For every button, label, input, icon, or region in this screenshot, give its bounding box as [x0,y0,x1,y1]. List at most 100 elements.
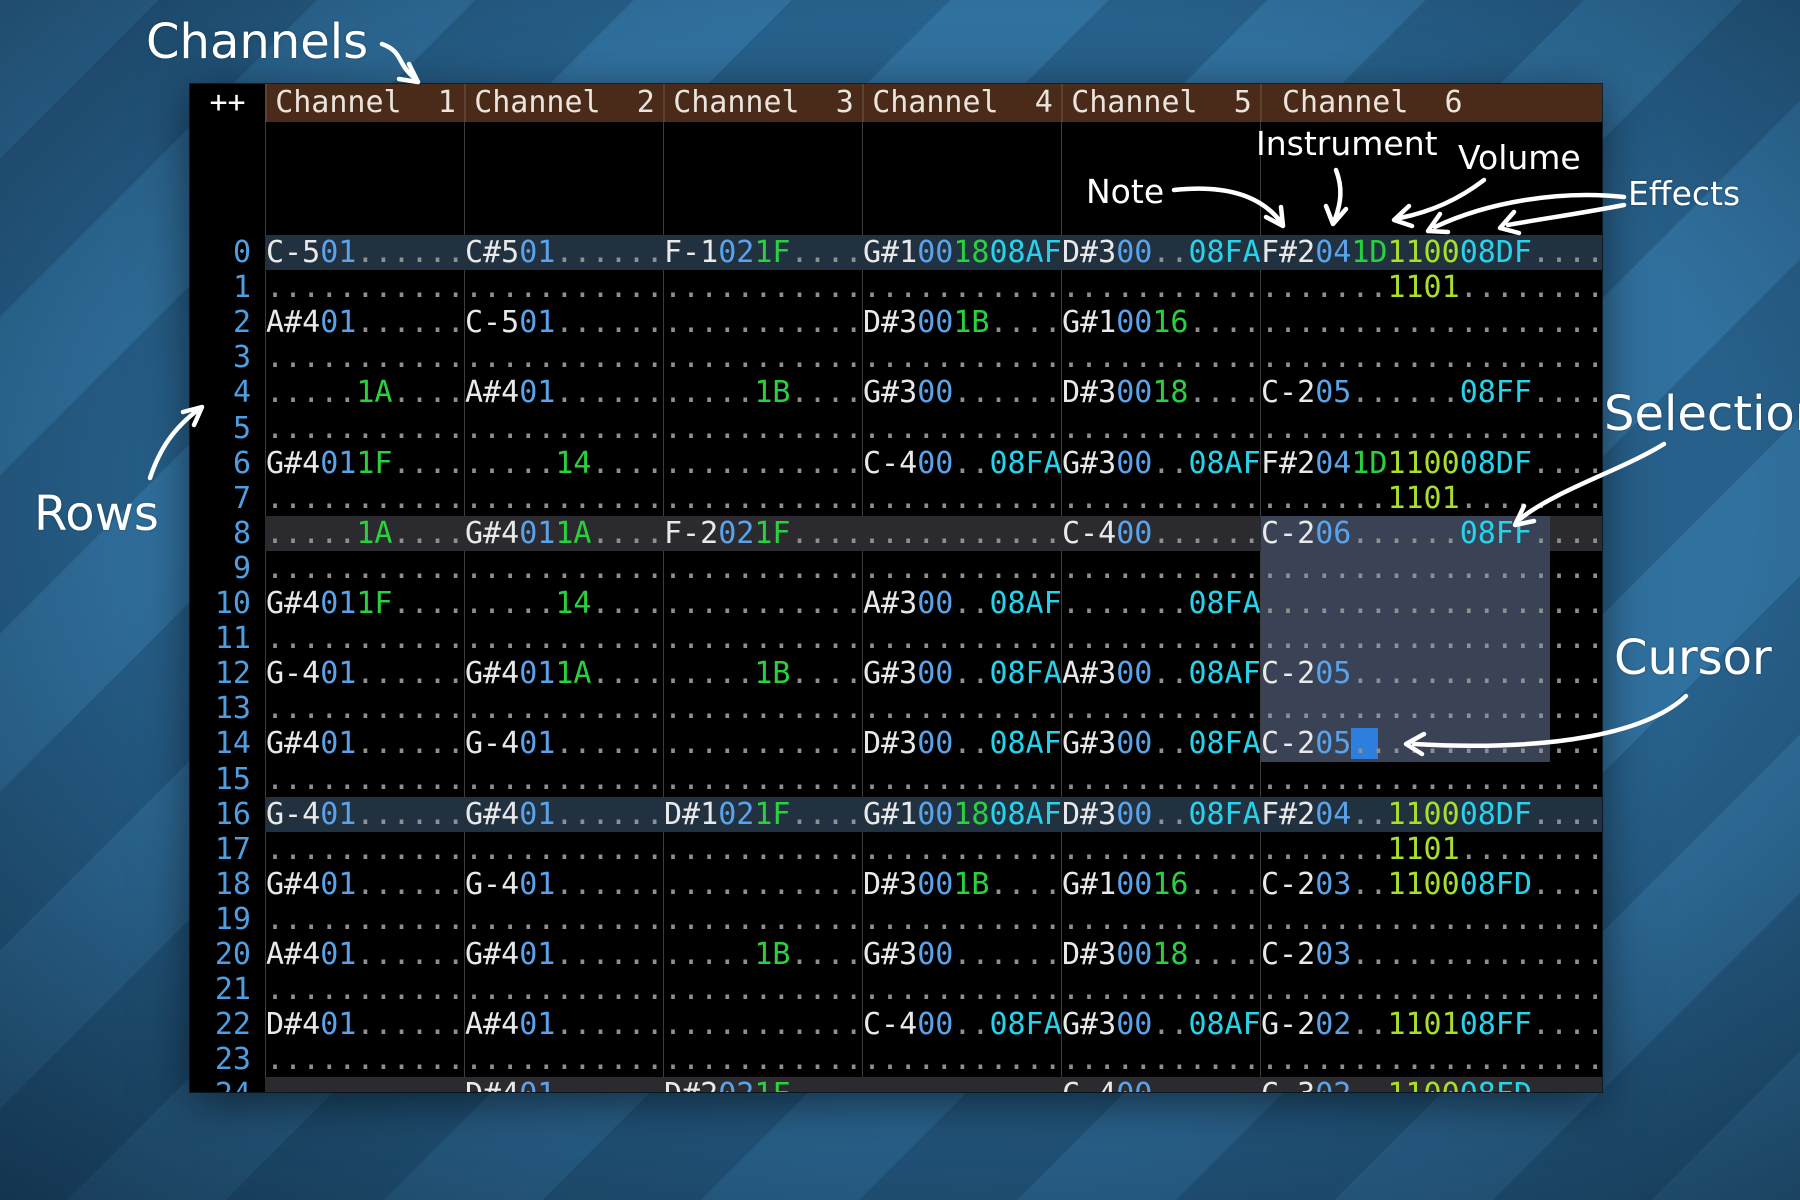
pattern-cell-ch4-row4[interactable]: G#300...... [862,375,1061,410]
pattern-cell-ch3-row16[interactable]: D#1021F.... [663,797,862,832]
pattern-cell-ch3-row15[interactable]: ........... [663,762,862,797]
pattern-cell-ch2-row0[interactable]: C#501...... [464,235,663,270]
pattern-cell-ch6-row0[interactable]: F#2041D110008DF.... [1260,235,1602,270]
pattern-cell-ch1-row23[interactable]: ........... [265,1042,464,1077]
pattern-cell-ch3-row0[interactable]: F-1021F.... [663,235,862,270]
pattern-cell-ch4-row18[interactable]: D#3001B.... [862,867,1061,902]
pattern-cell-ch5-row21[interactable]: ........... [1061,972,1260,1007]
pattern-cell-ch5-row7[interactable]: ........... [1061,481,1260,516]
pattern-cell-ch6-row7[interactable]: .......1101........ [1260,481,1602,516]
pattern-cell-ch3-row21[interactable]: ........... [663,972,862,1007]
pattern-cell-ch6-row19[interactable]: ................... [1260,902,1602,937]
pattern-cell-ch4-row22[interactable]: C-400..08FA [862,1007,1061,1042]
pattern-cell-ch2-row3[interactable]: ........... [464,340,663,375]
pattern-cell-ch2-row21[interactable]: ........... [464,972,663,1007]
channel-header-4[interactable]: Channel 4 [862,84,1061,122]
pattern-cell-ch1-row7[interactable]: ........... [265,481,464,516]
pattern-cell-ch1-row18[interactable]: G#401...... [265,867,464,902]
pattern-cell-ch3-row2[interactable]: ........... [663,305,862,340]
pattern-cell-ch1-row22[interactable]: D#401...... [265,1007,464,1042]
pattern-cell-ch2-row2[interactable]: C-501...... [464,305,663,340]
pattern-cell-ch4-row19[interactable]: ........... [862,902,1061,937]
pattern-cell-ch5-row19[interactable]: ........... [1061,902,1260,937]
pattern-cell-ch4-row8[interactable]: ........... [862,516,1061,551]
pattern-cell-ch6-row9[interactable]: ................... [1260,551,1602,586]
pattern-cell-ch4-row10[interactable]: A#300..08AF [862,586,1061,621]
pattern-cell-ch4-row1[interactable]: ........... [862,270,1061,305]
pattern-cell-ch3-row10[interactable]: ........... [663,586,862,621]
pattern-cell-ch3-row17[interactable]: ........... [663,832,862,867]
pattern-cell-ch6-row5[interactable]: ................... [1260,411,1602,446]
pattern-cell-ch6-row2[interactable]: ................... [1260,305,1602,340]
pattern-cell-ch3-row3[interactable]: ........... [663,340,862,375]
pattern-cell-ch1-row11[interactable]: ........... [265,621,464,656]
pattern-cell-ch2-row15[interactable]: ........... [464,762,663,797]
pattern-cell-ch4-row13[interactable]: ........... [862,691,1061,726]
pattern-cell-ch6-row21[interactable]: ................... [1260,972,1602,1007]
pattern-cell-ch4-row5[interactable]: ........... [862,411,1061,446]
channel-header-2[interactable]: Channel 2 [464,84,663,122]
pattern-cell-ch2-row18[interactable]: G-401...... [464,867,663,902]
pattern-cell-ch1-row6[interactable]: G#4011F.... [265,446,464,481]
pattern-cell-ch4-row16[interactable]: G#1001808AF [862,797,1061,832]
pattern-cell-ch1-row9[interactable]: ........... [265,551,464,586]
pattern-cell-ch6-row12[interactable]: C-205.............. [1260,656,1602,691]
pattern-cell-ch3-row5[interactable]: ........... [663,411,862,446]
pattern-cell-ch1-row21[interactable]: ........... [265,972,464,1007]
pattern-cell-ch1-row24[interactable]: ........... [265,1077,464,1092]
pattern-cell-ch2-row16[interactable]: G#401...... [464,797,663,832]
pattern-grid[interactable]: 0 C-501...... C#501...... F-1021F.... G#1001… [190,122,1602,1092]
channel-header-6[interactable]: Channel 6 [1260,84,1602,122]
pattern-cell-ch6-row18[interactable]: C-203..110008FD.... [1260,867,1602,902]
pattern-cell-ch6-row10[interactable]: ................... [1260,586,1602,621]
pattern-cell-ch5-row4[interactable]: D#30018.... [1061,375,1260,410]
pattern-cell-ch1-row1[interactable]: ........... [265,270,464,305]
pattern-cell-ch4-row14[interactable]: D#300..08AF [862,726,1061,761]
pattern-cell-ch3-row22[interactable]: ........... [663,1007,862,1042]
pattern-cell-ch3-row14[interactable]: ........... [663,726,862,761]
pattern-cell-ch3-row18[interactable]: ........... [663,867,862,902]
pattern-cell-ch2-row10[interactable]: .....14.... [464,586,663,621]
pattern-cell-ch6-row1[interactable]: .......1101........ [1260,270,1602,305]
pattern-cell-ch3-row11[interactable]: ........... [663,621,862,656]
pattern-cell-ch5-row8[interactable]: C-400...... [1061,516,1260,551]
pattern-cell-ch3-row12[interactable]: .....1B.... [663,656,862,691]
pattern-cell-ch2-row19[interactable]: ........... [464,902,663,937]
pattern-cell-ch1-row3[interactable]: ........... [265,340,464,375]
pattern-cell-ch2-row4[interactable]: A#401...... [464,375,663,410]
pattern-cell-ch3-row19[interactable]: ........... [663,902,862,937]
pattern-cell-ch2-row5[interactable]: ........... [464,411,663,446]
pattern-cell-ch2-row17[interactable]: ........... [464,832,663,867]
pattern-cell-ch3-row23[interactable]: ........... [663,1042,862,1077]
pattern-cell-ch1-row14[interactable]: G#401...... [265,726,464,761]
pattern-cell-ch5-row9[interactable]: ........... [1061,551,1260,586]
pattern-cell-ch6-row17[interactable]: .......1101........ [1260,832,1602,867]
pattern-cell-ch2-row12[interactable]: G#4011A.... [464,656,663,691]
pattern-cell-ch5-row18[interactable]: G#10016.... [1061,867,1260,902]
pattern-cell-ch1-row8[interactable]: .....1A.... [265,516,464,551]
pattern-cell-ch1-row5[interactable]: ........... [265,411,464,446]
pattern-cell-ch3-row24[interactable]: D#2021F.... [663,1077,862,1092]
pattern-cell-ch3-row13[interactable]: ........... [663,691,862,726]
pattern-cell-ch4-row12[interactable]: G#300..08FA [862,656,1061,691]
pattern-cell-ch4-row0[interactable]: G#1001808AF [862,235,1061,270]
pattern-cell-ch2-row11[interactable]: ........... [464,621,663,656]
pattern-cell-ch1-row10[interactable]: G#4011F.... [265,586,464,621]
pattern-cell-ch2-row20[interactable]: G#401...... [464,937,663,972]
pattern-cell-ch3-row20[interactable]: .....1B.... [663,937,862,972]
pattern-cell-ch5-row20[interactable]: D#30018.... [1061,937,1260,972]
pattern-cell-ch4-row2[interactable]: D#3001B.... [862,305,1061,340]
pattern-cell-ch5-row10[interactable]: .......08FA [1061,586,1260,621]
pattern-cell-ch1-row15[interactable]: ........... [265,762,464,797]
pattern-cell-ch1-row12[interactable]: G-401...... [265,656,464,691]
pattern-cell-ch5-row13[interactable]: ........... [1061,691,1260,726]
pattern-cell-ch2-row7[interactable]: ........... [464,481,663,516]
pattern-cell-ch6-row14[interactable]: C-205.............. [1260,726,1602,761]
pattern-cell-ch5-row17[interactable]: ........... [1061,832,1260,867]
pattern-cell-ch6-row3[interactable]: ................... [1260,340,1602,375]
channel-header-5[interactable]: Channel 5 [1061,84,1260,122]
pattern-cell-ch4-row17[interactable]: ........... [862,832,1061,867]
pattern-cell-ch3-row4[interactable]: .....1B.... [663,375,862,410]
pattern-cell-ch5-row3[interactable]: ........... [1061,340,1260,375]
pattern-cell-ch5-row1[interactable]: ........... [1061,270,1260,305]
